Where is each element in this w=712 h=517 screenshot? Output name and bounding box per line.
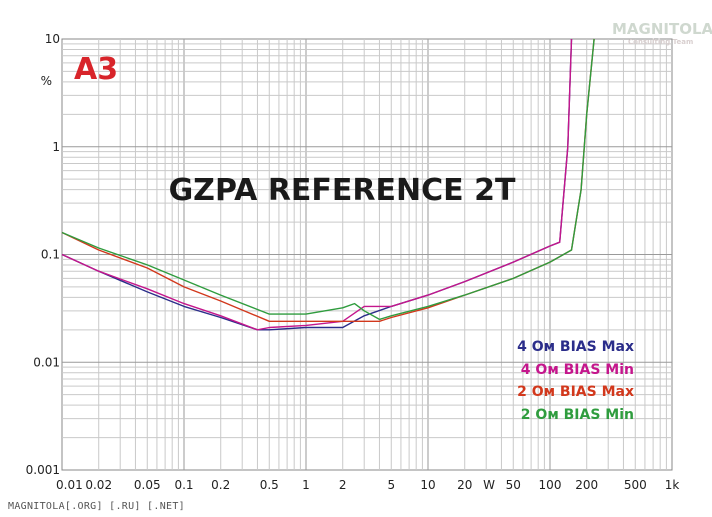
grid bbox=[62, 39, 672, 470]
x-tick-label: 500 bbox=[624, 478, 647, 492]
x-tick-label: 100 bbox=[539, 478, 562, 492]
x-tick-label: 20 bbox=[457, 478, 472, 492]
x-axis-ticks: 0.01 0.02 0.05 0.1 0.2 0.5 1 2 5 10 20 50 100 200 500 1… bbox=[56, 478, 679, 492]
magnitola-watermark: MAGNITOLA bbox=[612, 20, 712, 38]
legend-2ohm-bias-min: 2 Ом BIAS Min bbox=[521, 407, 634, 423]
x-tick-label: 1k bbox=[665, 478, 680, 492]
series-lines bbox=[61, 38, 595, 331]
series-line-4 bbox=[61, 38, 595, 321]
y-tick-label: 0.1 bbox=[41, 248, 60, 262]
footer-text: MAGNITOLA[.ORG] [.RU] [.NET] bbox=[8, 501, 185, 512]
y-tick-label: 1 bbox=[52, 140, 60, 154]
magnitola-watermark-subtitle: Consulting Team bbox=[628, 38, 693, 46]
y-tick-label: 0.01 bbox=[33, 355, 60, 369]
x-tick-label: 0.5 bbox=[260, 478, 279, 492]
y-tick-label: 0.001 bbox=[26, 463, 60, 477]
x-tick-label: 0.1 bbox=[174, 478, 193, 492]
x-tick-label: 10 bbox=[420, 478, 435, 492]
x-tick-label: 0.05 bbox=[134, 478, 161, 492]
x-tick-label: 0.01 bbox=[56, 478, 83, 492]
x-tick-label: 50 bbox=[506, 478, 521, 492]
x-axis-label: W bbox=[483, 478, 495, 492]
x-tick-label: 200 bbox=[575, 478, 598, 492]
legend-4ohm-bias-min: 4 Ом BIAS Min bbox=[521, 362, 634, 378]
x-tick-label: 1 bbox=[302, 478, 310, 492]
x-tick-label: 0.02 bbox=[85, 478, 112, 492]
y-axis-ticks: 0.001 0.01 0.1 1 10 bbox=[26, 32, 60, 477]
x-tick-label: 0.2 bbox=[211, 478, 230, 492]
y-tick-label: 10 bbox=[45, 32, 60, 46]
x-tick-label: 5 bbox=[387, 478, 395, 492]
legend-2ohm-bias-max: 2 Ом BIAS Max bbox=[517, 384, 634, 400]
chart-title: GZPA REFERENCE 2T bbox=[169, 173, 516, 208]
series-line-2 bbox=[61, 38, 573, 331]
a3-logo: A3 bbox=[74, 52, 118, 87]
legend-4ohm-bias-max: 4 Ом BIAS Max bbox=[517, 339, 634, 355]
x-tick-label: 2 bbox=[339, 478, 347, 492]
legend: 4 Ом BIAS Max 4 Ом BIAS Min 2 Ом BIAS Ma… bbox=[517, 339, 634, 423]
y-axis-label: % bbox=[41, 74, 52, 88]
